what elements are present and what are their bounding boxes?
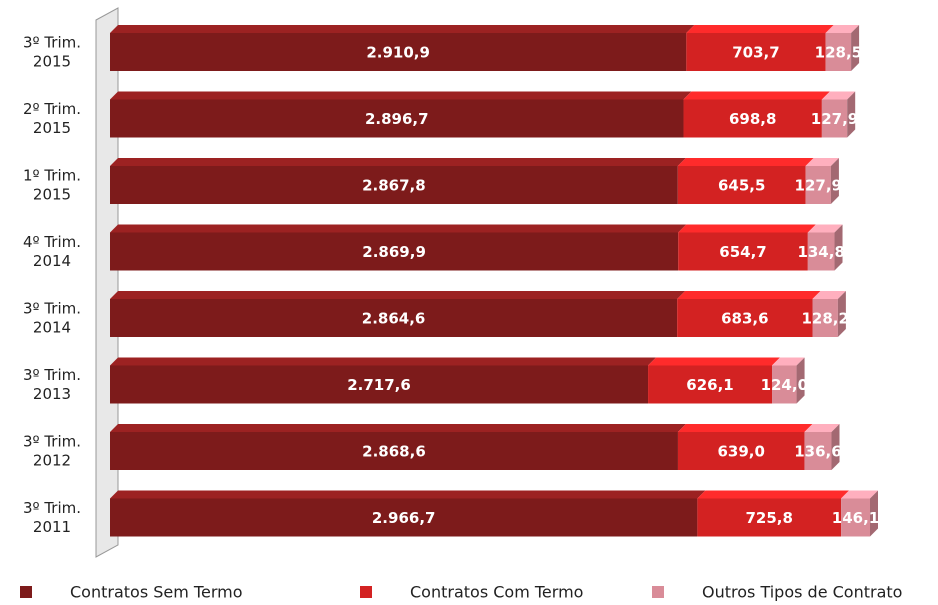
bar-segment [812, 299, 838, 337]
bar-side [830, 158, 839, 204]
value-label: 146,1 [832, 509, 879, 527]
bar-segment [825, 33, 852, 71]
bar-segment [821, 99, 848, 138]
bar-top [841, 490, 878, 499]
bar-top [648, 357, 781, 366]
value-label: 2.869,9 [362, 243, 426, 261]
bar-segment [678, 232, 808, 271]
bar-top [110, 224, 687, 233]
legend-label: Contratos Com Termo [410, 583, 583, 602]
category-label: 3º Trim. 2012 [23, 432, 81, 469]
bar-top [110, 357, 657, 366]
bar-side [834, 224, 843, 271]
value-label: 2.966,7 [372, 509, 436, 527]
bar-segment [110, 299, 678, 337]
bar-top [825, 25, 860, 33]
bar-side [870, 490, 878, 537]
bar-top [812, 291, 846, 299]
value-label: 703,7 [732, 44, 779, 62]
category-label: 3º Trim. 2014 [23, 299, 81, 336]
bar-top [677, 424, 813, 432]
value-label: 654,7 [719, 243, 766, 261]
value-label: 2.896,7 [365, 110, 429, 128]
value-label: 136,6 [794, 443, 841, 461]
category-label: 4º Trim. 2014 [23, 233, 81, 270]
category-label: 3º Trim. 2011 [23, 499, 81, 536]
value-label: 2.867,8 [362, 177, 426, 195]
category-label: 3º Trim. 2015 [23, 33, 81, 70]
value-label: 725,8 [745, 509, 792, 527]
value-label: 127,9 [811, 110, 858, 128]
bar-segment [110, 498, 698, 537]
bar-segment [677, 166, 806, 204]
bar-segment [677, 432, 805, 470]
legend-label: Contratos Sem Termo [70, 583, 242, 602]
bar-segment [804, 432, 832, 470]
bar-top [110, 158, 686, 166]
bar-segment [110, 232, 679, 271]
bar-segment [110, 432, 678, 470]
value-label: 645,5 [718, 177, 765, 195]
value-label: 2.910,9 [366, 44, 430, 62]
bar-segment [110, 33, 687, 71]
bar-segment [807, 232, 835, 271]
value-label: 683,6 [721, 310, 768, 328]
bar-top [821, 91, 856, 100]
bar-top [772, 357, 805, 366]
value-label: 128,2 [801, 310, 848, 328]
bar-top [804, 424, 840, 432]
bar-side [796, 357, 805, 404]
bar-top [697, 490, 850, 499]
legend-swatch [20, 586, 32, 598]
value-label: 626,1 [686, 376, 733, 394]
bar-segment [683, 99, 822, 138]
value-label: 2.864,6 [362, 310, 426, 328]
bar-top [807, 224, 843, 233]
category-label: 1º Trim. 2015 [23, 166, 81, 203]
bar-segment [772, 365, 797, 404]
bar-segment [841, 498, 870, 537]
value-label: 2.868,6 [362, 443, 426, 461]
bar-side [831, 424, 840, 470]
category-label: 2º Trim. 2015 [23, 100, 81, 137]
value-label: 124,0 [761, 376, 808, 394]
bar-segment [677, 299, 813, 337]
bar-top [110, 91, 692, 100]
value-label: 698,8 [729, 110, 776, 128]
bar-top [686, 25, 834, 33]
legend-swatch [360, 586, 372, 598]
bar-segment [686, 33, 826, 71]
bar-side [847, 91, 856, 138]
axis-wall [95, 7, 119, 558]
bar-top [110, 424, 686, 432]
bar-side [851, 25, 860, 71]
bar-top [110, 25, 695, 33]
value-label: 127,9 [795, 177, 842, 195]
bar-segment [110, 166, 678, 204]
bar-segment [110, 365, 649, 404]
bar-top [805, 158, 839, 166]
bar-segment [648, 365, 773, 404]
bar-side [837, 291, 846, 337]
category-label: 3º Trim. 2013 [23, 366, 81, 403]
bar-top [677, 158, 814, 166]
bar-top [678, 224, 816, 233]
bar-top [677, 291, 821, 299]
value-label: 134,8 [797, 243, 844, 261]
bar-segment [110, 99, 684, 138]
legend-label: Outros Tipos de Contrato [702, 583, 902, 602]
bar-segment [697, 498, 842, 537]
bar-top [110, 291, 686, 299]
bar-top [110, 490, 706, 499]
bar-top [683, 91, 830, 100]
value-label: 2.717,6 [347, 376, 411, 394]
value-label: 639,0 [717, 443, 764, 461]
bar-segment [805, 166, 831, 204]
value-label: 128,5 [815, 44, 862, 62]
legend-swatch [652, 586, 664, 598]
